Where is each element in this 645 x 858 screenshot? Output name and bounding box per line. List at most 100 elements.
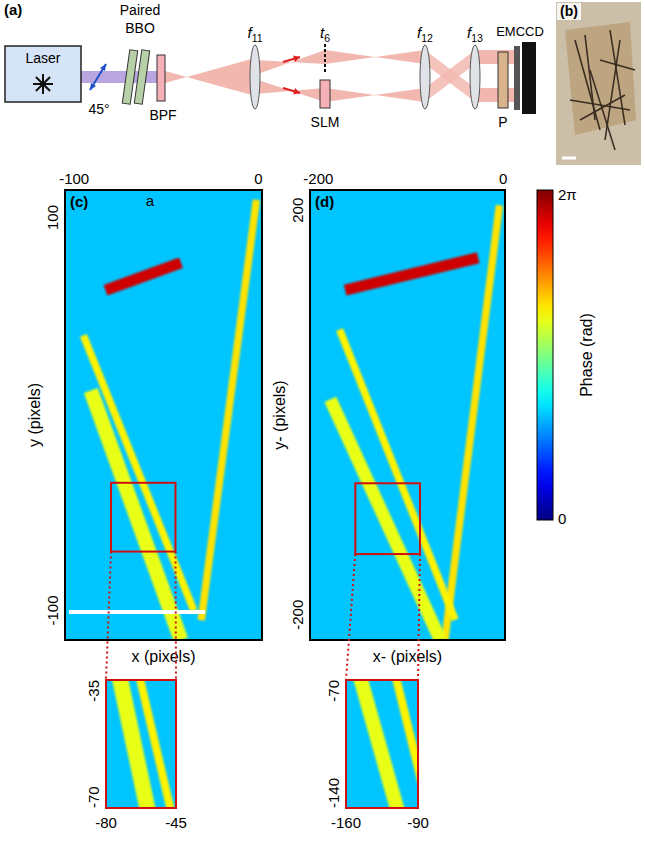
inset-leader: [174, 552, 177, 680]
inset: -80-45-70-35: [76, 153, 264, 858]
fiber: [345, 258, 478, 290]
lens: [250, 45, 260, 109]
fiber: [83, 335, 193, 610]
inset-leader: [106, 552, 111, 680]
scale-bar: [562, 157, 576, 160]
beam: [255, 50, 325, 75]
phase-panel: -100 0 -100 100 x (pixels) y (pixels) (c) a: [26, 170, 262, 665]
x-tick-label: 0: [254, 170, 262, 187]
y-tick-label: 200: [289, 198, 306, 223]
photo-fiber: [585, 35, 595, 120]
y-axis-title: y (pixels): [26, 383, 43, 447]
camera: [522, 42, 536, 114]
label: 45°: [88, 101, 109, 117]
phase-field: [346, 680, 418, 808]
x-tick-label: -200: [303, 170, 333, 187]
phase-field: [106, 680, 176, 808]
photo-fiber: [580, 95, 625, 120]
subscript-label: f13: [467, 24, 483, 44]
label: EMCCD: [496, 24, 544, 39]
fiber: [91, 390, 181, 640]
crystal: [134, 50, 149, 105]
fiber: [201, 200, 256, 621]
laser-box: [5, 46, 81, 102]
label: Laser: [25, 50, 60, 66]
label-sub: 13: [471, 32, 483, 44]
lens: [470, 45, 480, 109]
x-tick-label: -90: [407, 814, 429, 831]
star: [36, 77, 50, 91]
phase-field: [310, 190, 505, 640]
y-tick-label: -100: [44, 596, 61, 626]
inset-frame: [346, 680, 418, 808]
polarizer: [498, 52, 508, 108]
y-tick-label: 100: [44, 205, 61, 230]
crystal-label: BBO: [125, 20, 155, 36]
label-patch: [557, 3, 581, 20]
y-tick-label: -200: [289, 600, 306, 630]
y-axis-title: y- (pixels): [271, 380, 288, 449]
fiber: [106, 263, 181, 291]
beam: [325, 88, 425, 102]
colorbar-title: Phase (rad): [578, 313, 595, 397]
colorbar: 0 2π Phase (rad): [537, 186, 595, 527]
label: SLM: [311, 114, 340, 130]
panel-label: (b): [560, 3, 578, 19]
label: P: [498, 114, 507, 130]
inset-box: [355, 483, 420, 554]
photo-fiber: [610, 30, 625, 125]
subscript-label: f12: [417, 24, 433, 44]
scale-bar: [69, 610, 205, 614]
inset-leader: [418, 554, 420, 680]
subscript-label: f11: [247, 24, 262, 44]
x-axis-title: x- (pixels): [373, 648, 442, 665]
fiber: [346, 680, 418, 808]
y-tick-label: -70: [325, 680, 342, 702]
photo-ground: [556, 2, 641, 165]
subscript-label: t6: [320, 24, 330, 44]
colorbar-tick-label: 0: [558, 510, 566, 527]
fiber: [445, 205, 500, 640]
plane: [324, 44, 326, 72]
x-tick-label: 0: [499, 170, 507, 187]
label-sub: 12: [421, 32, 433, 44]
lens: [420, 45, 430, 109]
x-tick-label: -45: [165, 814, 187, 831]
frame: [65, 190, 262, 640]
beam: [425, 50, 475, 102]
label-sub: 11: [252, 32, 263, 44]
arrow-head: [100, 64, 106, 71]
y-tick-label: -35: [85, 680, 102, 702]
panel-label: (c): [70, 193, 88, 210]
panel-label: (d): [315, 193, 334, 210]
phase-panel: -200 0 -200 200 x- (pixels) y- (pixels) (d): [271, 170, 507, 665]
beam: [325, 50, 425, 64]
background-phase: [310, 190, 505, 640]
x-tick-label: -100: [59, 170, 89, 187]
fiber: [340, 330, 456, 620]
panel-label: (a): [4, 1, 22, 18]
beam: [425, 50, 475, 102]
beam: [255, 79, 325, 102]
frame: [310, 190, 505, 640]
phase-field: [65, 190, 262, 640]
figure: (a)Laser45°PairedBBOBPFf11f12f13t6SLMPEM…: [0, 0, 645, 858]
colorbar-tick-label: 2π: [558, 186, 577, 203]
x-axis-title: x (pixels): [131, 648, 195, 665]
fiber: [106, 680, 176, 808]
filter: [157, 55, 165, 101]
inset-frame: [106, 680, 176, 808]
photo: (b): [556, 2, 641, 165]
inset-leader: [346, 554, 355, 680]
x-tick-label: -160: [331, 814, 361, 831]
slm: [320, 80, 330, 108]
polarization-arrow: [90, 64, 106, 90]
inset: -160-90-140-70: [318, 177, 506, 858]
fiber: [346, 680, 418, 808]
arrow-head: [293, 56, 300, 62]
annotation: a: [146, 192, 155, 209]
x-tick-label: -80: [95, 814, 117, 831]
background-phase: [65, 190, 262, 640]
inset-box: [111, 483, 175, 552]
arrow-head: [90, 83, 96, 90]
